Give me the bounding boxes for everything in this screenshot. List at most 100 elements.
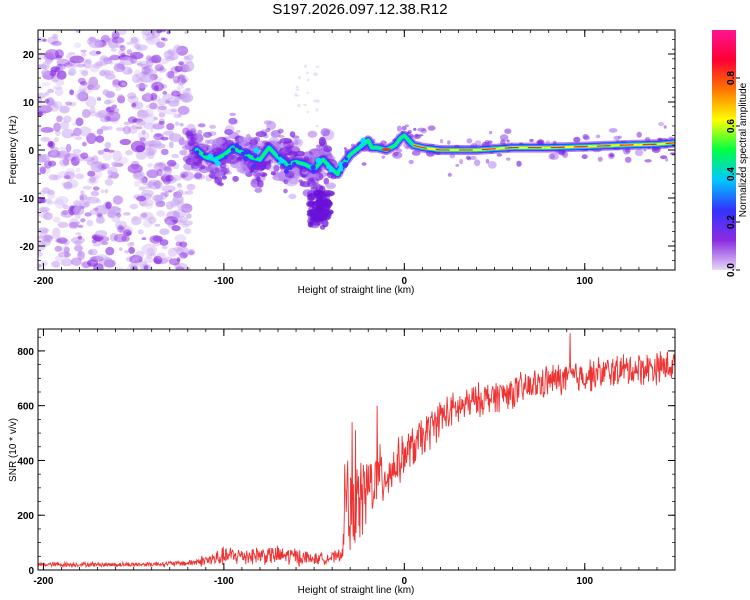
- spectrogram-blob: [79, 88, 87, 93]
- spectrogram-blob: [62, 158, 70, 166]
- spectrogram-blob: [146, 55, 152, 61]
- spectrogram-blob: [175, 266, 184, 270]
- spectrogram-blob: [73, 127, 82, 137]
- ridge-bead: [203, 152, 207, 156]
- ridge-bead: [360, 137, 367, 144]
- spectrogram-blob: [94, 254, 108, 261]
- spectrogram-blob: [179, 122, 184, 127]
- spectrogram-blob: [272, 174, 287, 181]
- spectrogram-blob: [68, 67, 77, 76]
- spectrogram-blob: [56, 237, 68, 244]
- spectrogram-blob: [56, 70, 67, 80]
- spectrogram-blob: [100, 69, 111, 77]
- spectrogram-blob: [176, 84, 185, 90]
- spectrogram-blob: [131, 102, 137, 108]
- y-tick-label: 600: [17, 402, 34, 413]
- spectrogram-blob: [38, 206, 50, 213]
- spectrogram-blob: [188, 250, 195, 256]
- spectrogram-blob: [236, 166, 251, 174]
- spectrogram-blob: [294, 139, 299, 145]
- spectrogram-blob: [191, 162, 203, 172]
- spectrogram-blob: [59, 159, 70, 167]
- spectrogram-blob: [186, 183, 196, 191]
- spectrogram-blob: [113, 63, 126, 73]
- x-tick-label: 100: [576, 576, 593, 587]
- spectrogram-blob: [48, 141, 56, 149]
- spectrogram-blob: [140, 202, 145, 207]
- spectrogram-blob: [104, 178, 114, 186]
- spectrogram-blob: [63, 175, 71, 180]
- spectrogram-blob: [55, 79, 65, 86]
- spectrogram-blob: [172, 92, 177, 97]
- spectrogram-blob: [96, 97, 102, 101]
- spectrogram-blob: [173, 209, 187, 218]
- spectrogram-blob: [164, 191, 169, 198]
- spectrogram-blob: [95, 135, 105, 143]
- spectrogram-blob: [58, 251, 72, 258]
- spectrogram-blob: [404, 124, 409, 128]
- spectrogram-blob: [38, 125, 44, 133]
- spectrogram-blob: [228, 117, 238, 125]
- spectrogram-blob: [91, 257, 98, 264]
- spectrogram-blob: [117, 95, 126, 104]
- spectrogram-blob: [315, 65, 320, 68]
- spectrogram-blob: [135, 250, 144, 260]
- spectrogram-blob: [283, 188, 288, 194]
- spectrogram-ridge: [191, 130, 675, 179]
- x-tick-label: 100: [576, 276, 593, 287]
- ridge-bead: [342, 161, 349, 168]
- spectrogram-blob: [190, 137, 197, 142]
- spectrogram-blob: [107, 37, 118, 49]
- spectrogram-blob: [60, 245, 70, 253]
- spectrogram-blob: [209, 124, 217, 129]
- spectrogram-blob: [143, 256, 154, 264]
- spectrogram-blob: [69, 218, 79, 228]
- spectrogram-blob: [129, 242, 135, 246]
- spectrogram-blob: [269, 159, 274, 164]
- spectrogram-xlabel: Height of straight line (km): [298, 285, 415, 296]
- spectrogram-blob: [83, 59, 92, 69]
- spectrogram-blob: [171, 90, 181, 97]
- spectrogram-blob: [251, 141, 257, 149]
- spectrogram-blob: [268, 165, 276, 172]
- spectrogram-blob: [159, 30, 166, 33]
- spectrogram-blob: [183, 76, 189, 83]
- spectrogram-blob: [81, 70, 89, 77]
- spectrogram-blob: [63, 62, 74, 68]
- spectrogram-blob: [143, 122, 157, 130]
- spectrogram-blob: [319, 202, 325, 210]
- spectrogram-blob: [47, 88, 55, 94]
- spectrogram-blob: [216, 147, 222, 152]
- spectrogram-blob: [250, 178, 260, 188]
- spectrogram-blob: [38, 97, 43, 103]
- spectrogram-blob: [64, 171, 76, 180]
- spectrogram-blob: [121, 82, 127, 87]
- ridge-bead: [311, 169, 316, 174]
- spectrogram-blob: [182, 89, 192, 95]
- spectrogram-blob: [90, 190, 100, 197]
- spectrogram-blob: [275, 172, 281, 176]
- spectrogram-blob: [105, 246, 115, 256]
- spectrogram-blob: [294, 94, 299, 97]
- ridge-bead: [230, 147, 236, 153]
- spectrogram-blob: [215, 172, 222, 178]
- spectrogram-blob: [102, 151, 113, 161]
- spectrogram-blob: [609, 153, 614, 158]
- spectrogram-blob: [53, 174, 59, 181]
- spectrogram-blob: [74, 244, 83, 252]
- spectrogram-blob: [100, 125, 109, 131]
- spectrogram-blob: [138, 186, 146, 191]
- spectrogram-blob: [166, 159, 177, 167]
- spectrogram-blob: [670, 152, 675, 155]
- spectrogram-blob: [104, 115, 112, 122]
- spectrogram-blob: [41, 154, 50, 163]
- spectrogram-blob: [168, 141, 174, 149]
- spectrogram-blob: [38, 227, 49, 234]
- x-tick-label: 0: [402, 576, 408, 587]
- ridge-bead: [224, 155, 229, 160]
- spectrogram-blob: [108, 149, 115, 153]
- spectrogram-blob: [174, 65, 183, 73]
- colorbar-tick-label: 0.8: [726, 71, 737, 85]
- spectrogram-blob: [86, 132, 97, 145]
- spectrogram-blob: [289, 131, 296, 138]
